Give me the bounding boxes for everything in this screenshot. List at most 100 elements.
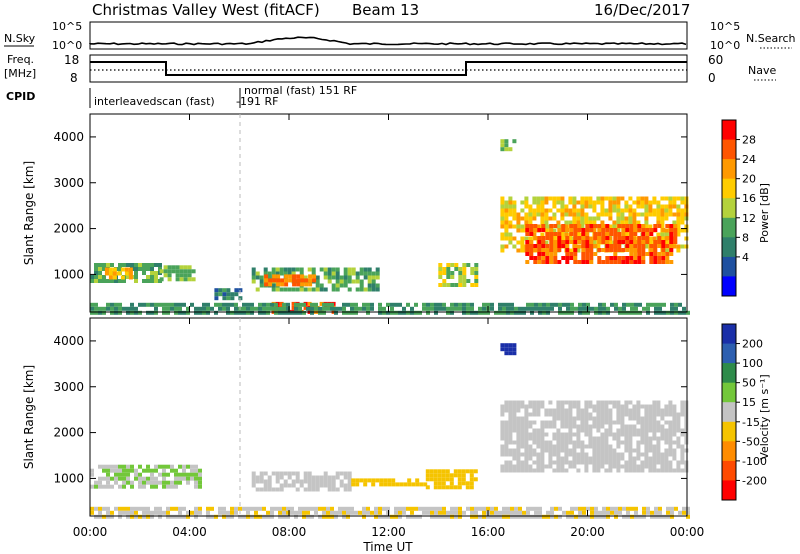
heatmap-cell: [680, 400, 685, 405]
heatmap-cell: [375, 275, 380, 280]
heatmap-cell: [548, 216, 553, 221]
heatmap-cell: [520, 200, 525, 205]
heatmap-cell: [612, 200, 617, 205]
heatmap-cell: [516, 224, 521, 229]
heatmap-cell: [506, 514, 510, 519]
heatmap-cell: [323, 275, 328, 280]
heatmap-cell: [529, 240, 534, 244]
heatmap-cell: [112, 271, 117, 276]
heatmap-cell: [198, 506, 202, 511]
heatmap-cell: [130, 302, 134, 307]
heatmap-cell: [628, 412, 633, 417]
heatmap-cell: [630, 310, 634, 315]
heatmap-cell: [580, 412, 585, 417]
heatmap-cell: [210, 514, 214, 519]
heatmap-cell: [186, 510, 190, 515]
heatmap-cell: [102, 306, 106, 311]
heatmap-cell: [108, 267, 113, 272]
heatmap-cell: [648, 204, 653, 209]
heatmap-cell: [662, 514, 666, 519]
heatmap-cell: [644, 452, 649, 457]
heatmap-cell: [167, 269, 172, 274]
heatmap-cell: [614, 506, 618, 511]
power-colorbar-swatch: [722, 256, 736, 277]
heatmap-cell: [508, 400, 513, 405]
heatmap-cell: [214, 514, 218, 519]
heatmap-cell: [545, 244, 550, 248]
heatmap-cell: [620, 452, 625, 457]
heatmap-cell: [588, 428, 593, 433]
heatmap-cell: [684, 200, 689, 205]
heatmap-cell: [508, 351, 513, 356]
heatmap-cell: [114, 468, 118, 473]
heatmap-cell: [398, 302, 402, 307]
heatmap-cell: [542, 514, 546, 519]
nave-tick-bottom: 0: [708, 71, 716, 85]
heatmap-cell: [194, 476, 198, 481]
heatmap-cell: [672, 204, 677, 209]
heatmap-cell: [263, 479, 268, 484]
heatmap-cell: [264, 278, 269, 283]
heatmap-cell: [601, 236, 606, 240]
heatmap-cell: [656, 216, 661, 221]
heatmap-cell: [540, 220, 545, 225]
heatmap-cell: [596, 244, 601, 249]
heatmap-cell: [271, 283, 276, 288]
heatmap-cell: [308, 282, 313, 287]
heatmap-cell: [183, 273, 188, 278]
heatmap-cell: [552, 216, 557, 221]
heatmap-cell: [664, 228, 669, 233]
heatmap-cell: [218, 506, 222, 511]
heatmap-cell: [557, 232, 562, 236]
heatmap-cell: [478, 306, 482, 311]
heatmap-cell: [672, 404, 677, 409]
velocity-colorbar-tick-label: -15: [742, 416, 760, 429]
heatmap-cell: [533, 256, 538, 260]
heatmap-cell: [251, 279, 256, 284]
heatmap-cell: [568, 404, 573, 409]
heatmap-cell: [596, 448, 601, 453]
heatmap-cell: [657, 252, 662, 256]
heatmap-cell: [470, 306, 474, 311]
heatmap-cell: [645, 228, 650, 232]
heatmap-cell: [660, 412, 665, 417]
heatmap-cell: [359, 279, 364, 284]
heatmap-cell: [604, 408, 609, 413]
heatmap-cell: [126, 514, 130, 519]
heatmap-cell: [568, 440, 573, 445]
heatmap-cell: [378, 306, 382, 311]
heatmap-cell: [520, 440, 525, 445]
heatmap-cell: [529, 252, 534, 256]
heatmap-cell: [331, 483, 336, 488]
heatmap-cell: [442, 514, 446, 519]
heatmap-cell: [665, 252, 670, 256]
heatmap-cell: [106, 510, 110, 515]
heatmap-cell: [668, 408, 673, 413]
heatmap-cell: [525, 252, 530, 256]
heatmap-cell: [592, 436, 597, 441]
heatmap-cell: [102, 506, 106, 511]
heatmap-cell: [238, 506, 242, 511]
heatmap-cell: [374, 510, 378, 515]
heatmap-cell: [640, 420, 645, 425]
heatmap-cell: [609, 256, 614, 260]
heatmap-cell: [375, 478, 380, 483]
heatmap-cell: [222, 306, 226, 311]
heatmap-cell: [605, 256, 610, 260]
heatmap-cell: [628, 432, 633, 437]
heatmap-cell: [524, 200, 529, 205]
heatmap-cell: [658, 514, 662, 519]
xtick-label: 08:00: [272, 525, 307, 539]
heatmap-cell: [637, 248, 642, 252]
heatmap-cell: [298, 510, 302, 515]
heatmap-cell: [134, 468, 138, 473]
heatmap-cell: [624, 464, 629, 469]
heatmap-cell: [288, 278, 293, 283]
heatmap-cell: [646, 306, 650, 311]
heatmap-cell: [644, 224, 649, 229]
heatmap-cell: [684, 404, 689, 409]
heatmap-cell: [592, 416, 597, 421]
heatmap-cell: [294, 302, 298, 307]
heatmap-cell: [602, 306, 606, 311]
heatmap-cell: [255, 275, 260, 280]
